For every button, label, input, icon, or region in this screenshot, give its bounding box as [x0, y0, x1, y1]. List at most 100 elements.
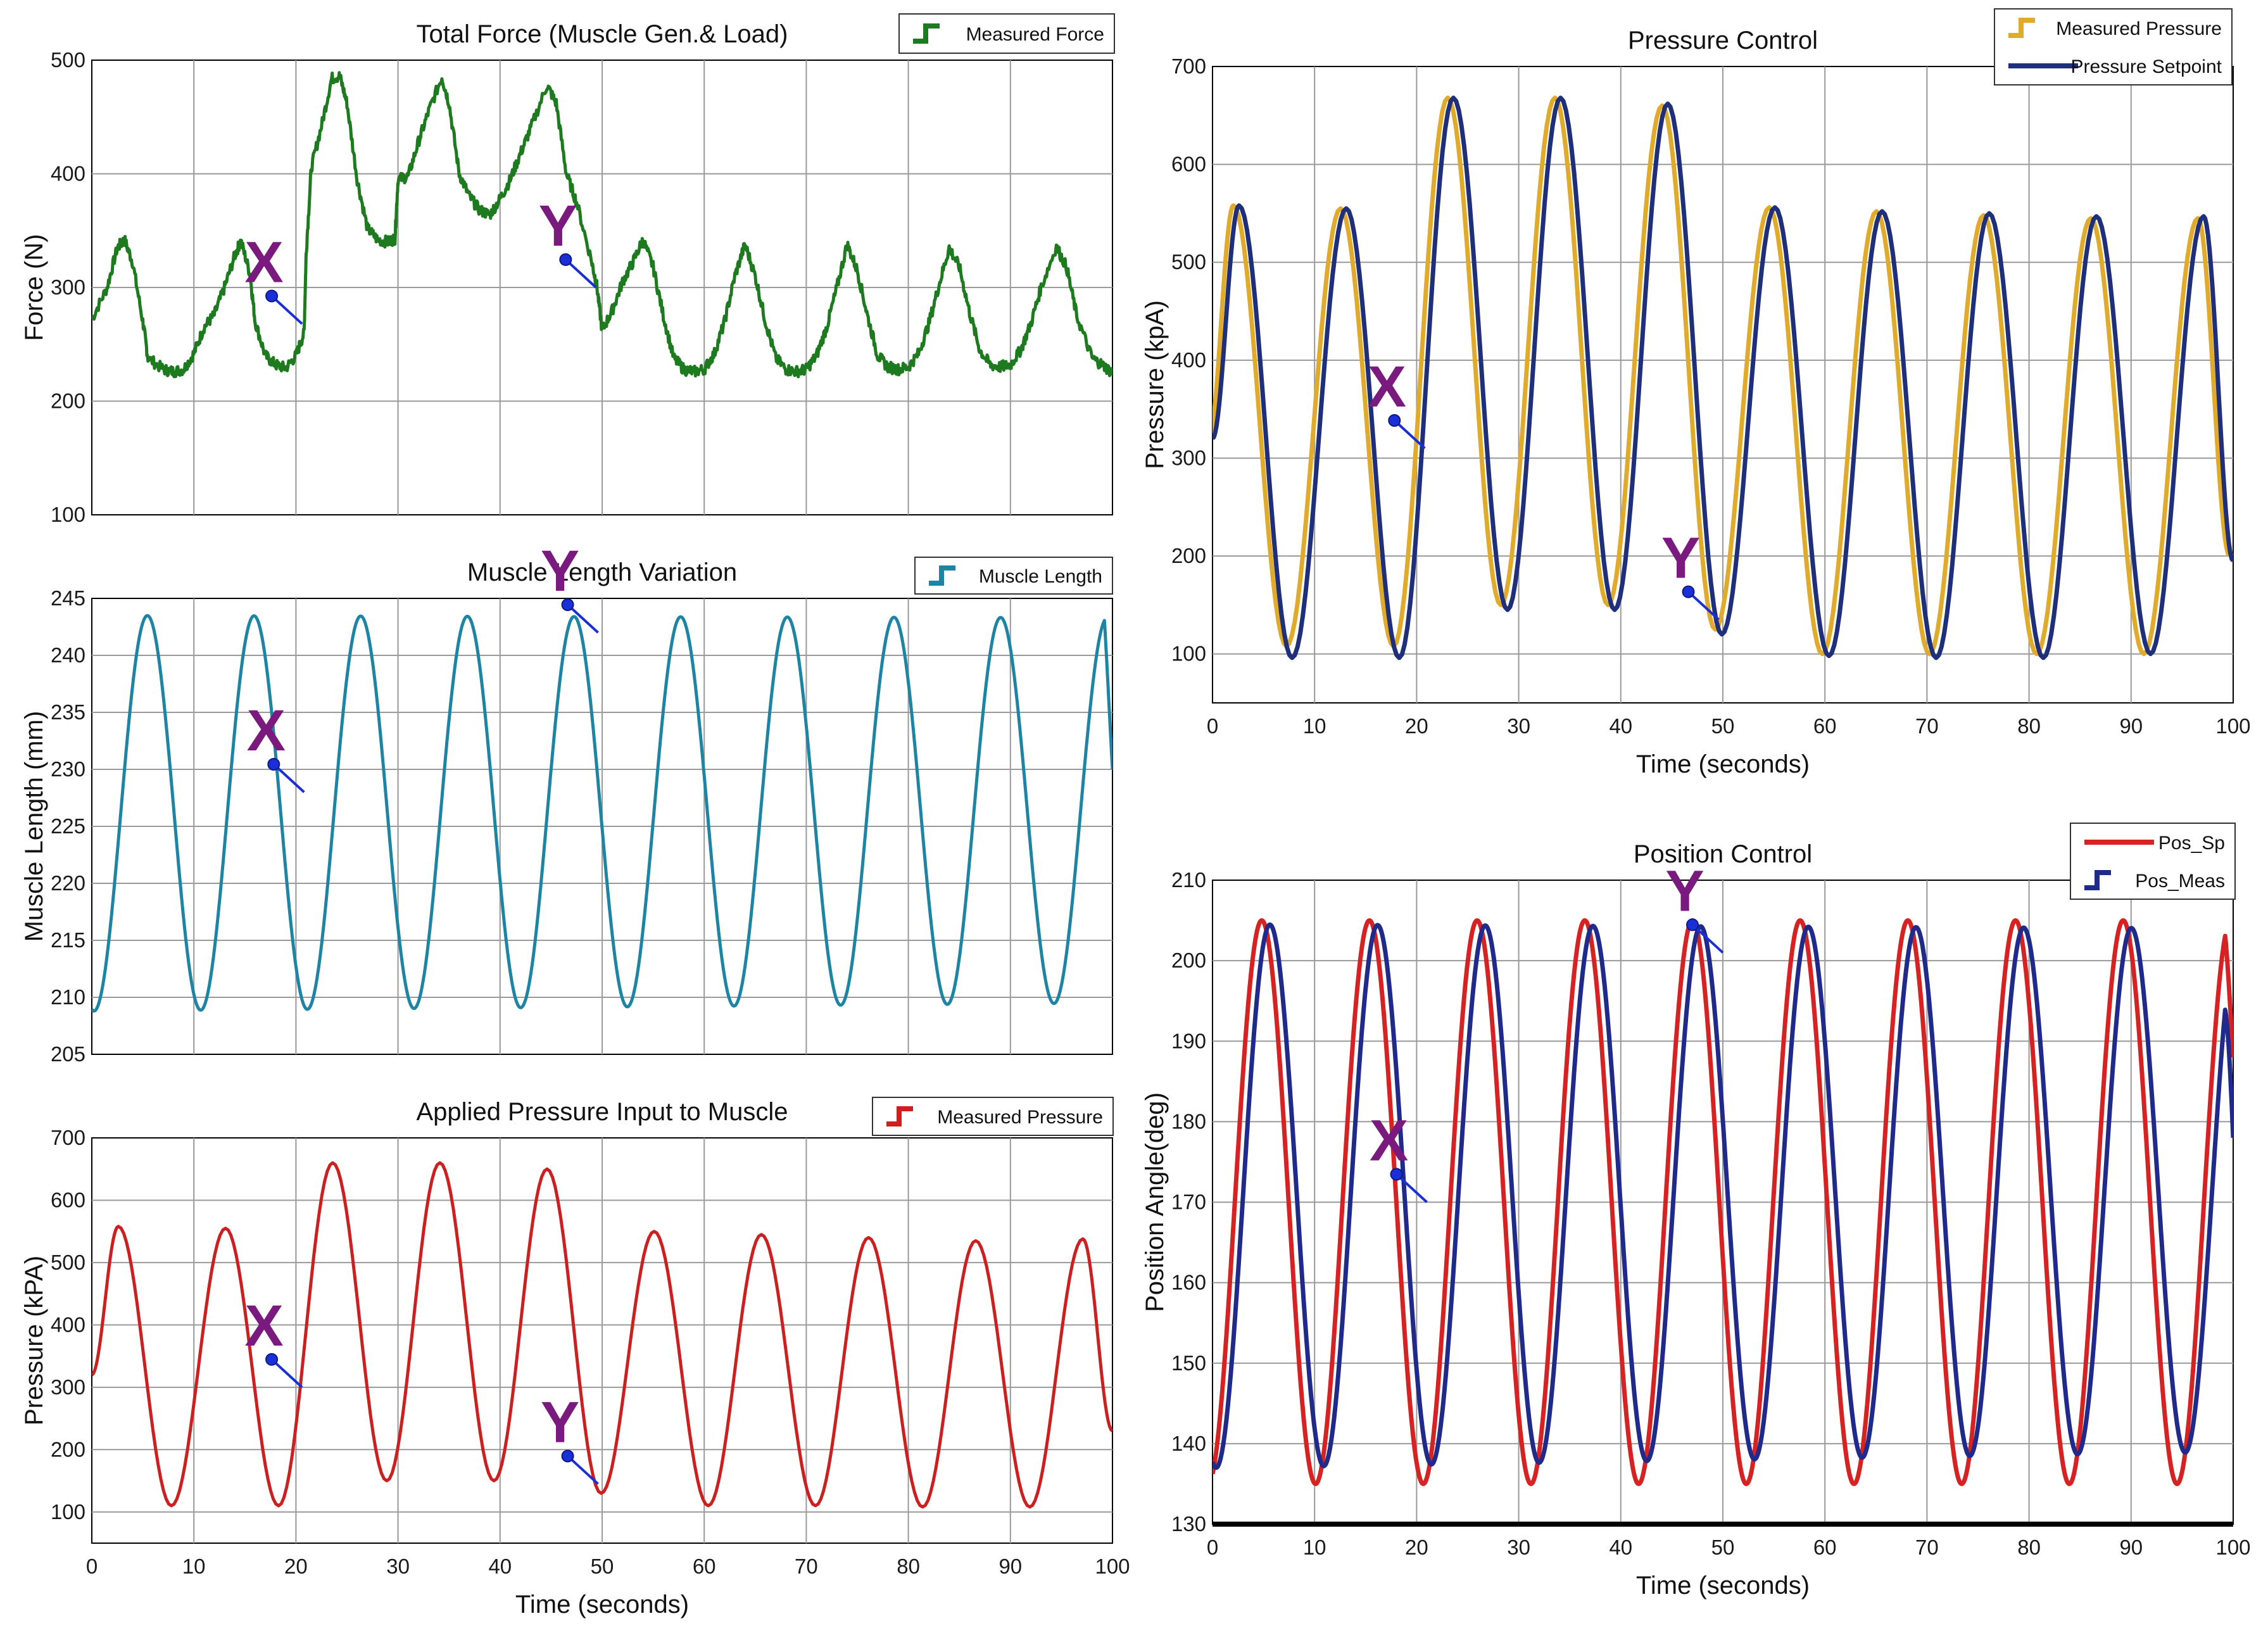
y-tick-label: 200 — [1171, 949, 1206, 972]
x-tick-label: 40 — [488, 1555, 512, 1578]
series-line-measured-pressure — [1213, 96, 2233, 657]
series-line-pressure-setpoint — [1213, 96, 2233, 660]
y-tick-label: 100 — [1171, 642, 1206, 666]
y-tick-label: 210 — [1171, 868, 1206, 892]
y-tick-label: 400 — [1171, 348, 1206, 372]
annotation-leader — [1393, 419, 1426, 450]
y-tick-label: 100 — [51, 1500, 85, 1524]
y-tick-label: 600 — [51, 1188, 85, 1211]
annotation-dot — [1682, 585, 1695, 598]
legend: Measured Pressure — [872, 1097, 1114, 1136]
y-tick-label: 200 — [51, 1437, 85, 1461]
annotation-leader — [567, 1454, 599, 1485]
chart-pressure_input: 100 200 300 400 500 600 700 0 10 20 30 40 50 60 70 80 90… — [20, 1097, 1130, 1619]
x-tick-label: 10 — [1303, 714, 1326, 738]
x-tick-label: 0 — [1207, 1536, 1218, 1559]
annotation-label: X — [1368, 355, 1406, 419]
legend-box — [872, 1097, 1114, 1136]
annotation-y: Y — [541, 539, 599, 634]
series-line-muscle-length — [92, 614, 1112, 1013]
x-tick-label: 80 — [897, 1555, 920, 1578]
y-tick-label: 100 — [51, 503, 85, 526]
annotation-y: Y — [1661, 526, 1720, 621]
y-tick-label: 700 — [1171, 54, 1206, 78]
annotation-dot — [265, 289, 279, 303]
legend-label: Measured Force — [966, 24, 1104, 45]
legend: Measured Pressure Pressure Setpoint — [1994, 8, 2233, 85]
x-tick-label: 30 — [1507, 714, 1530, 738]
legend-label: Pos_Meas — [2135, 871, 2225, 892]
y-tick-label: 210 — [51, 985, 85, 1009]
annotation-label: X — [1370, 1109, 1408, 1173]
y-tick-label: 500 — [51, 48, 85, 72]
annotation-dot — [267, 758, 280, 771]
x-tick-label: 100 — [2215, 714, 2250, 738]
chart-title: Muscle Length Variation — [467, 558, 737, 586]
legend-label: Measured Pressure — [937, 1107, 1103, 1128]
annotation-leader — [1691, 923, 1724, 954]
y-axis-label: Position Angle(deg) — [1141, 1092, 1169, 1312]
y-tick-label: 300 — [51, 275, 85, 299]
annotation-label: Y — [1665, 859, 1704, 923]
y-axis-label: Muscle Length (mm) — [20, 711, 48, 942]
y-tick-label: 400 — [51, 1313, 85, 1336]
y-tick-label: 220 — [51, 871, 85, 895]
x-tick-label: 60 — [1813, 1536, 1837, 1559]
annotation-y: Y — [1665, 859, 1724, 954]
legend-label: Pressure Setpoint — [2071, 56, 2222, 77]
annotation-label: X — [247, 698, 286, 763]
series-line-pos-sp — [1213, 918, 2233, 1486]
y-tick-label: 300 — [51, 1375, 85, 1399]
y-tick-label: 140 — [1171, 1432, 1206, 1455]
chart-title: Total Force (Muscle Gen.& Load) — [417, 20, 788, 48]
x-tick-label: 90 — [2119, 714, 2143, 738]
chart-length: 205 210 215 220 225 230 235 240 245 Muscle Length… — [20, 539, 1113, 1066]
annotation-y: Y — [541, 1390, 599, 1485]
annotation-leader — [567, 603, 599, 634]
legend: Muscle Length — [914, 557, 1113, 595]
legend-swatch — [929, 565, 955, 586]
chart-title: Applied Pressure Input to Muscle — [417, 1098, 788, 1126]
annotation-label: Y — [1661, 526, 1700, 591]
annotation-label: Y — [539, 194, 577, 258]
annotation-label: Y — [541, 539, 579, 603]
x-tick-label: 40 — [1609, 714, 1632, 738]
y-tick-label: 240 — [51, 643, 85, 667]
annotation-leader — [270, 1358, 303, 1389]
x-tick-label: 90 — [2119, 1536, 2143, 1559]
x-tick-label: 30 — [1507, 1536, 1530, 1559]
annotation-dot — [265, 1353, 279, 1366]
annotation-leader — [1395, 1173, 1428, 1203]
x-tick-label: 50 — [1711, 714, 1735, 738]
series-line-measured-pressure — [92, 1161, 1112, 1509]
x-tick-label: 20 — [1405, 1536, 1428, 1559]
y-tick-label: 700 — [51, 1126, 85, 1149]
x-tick-label: 0 — [86, 1555, 98, 1578]
x-tick-label: 50 — [1711, 1536, 1735, 1559]
x-tick-label: 90 — [999, 1555, 1022, 1578]
x-tick-label: 10 — [182, 1555, 206, 1578]
x-tick-label: 10 — [1303, 1536, 1326, 1559]
legend-label: Pos_Sp — [2158, 833, 2225, 854]
legend: Measured Force — [898, 13, 1115, 54]
chart-force: 100 200 300 400 500 Total Force (Muscle Gen.&… — [20, 13, 1115, 526]
annotation-x: X — [1368, 355, 1426, 450]
y-tick-label: 180 — [1171, 1109, 1206, 1133]
annotation-x: X — [247, 698, 305, 793]
annotation-label: X — [244, 230, 283, 294]
y-tick-label: 205 — [51, 1042, 85, 1066]
annotation-dot — [1390, 1168, 1403, 1181]
annotation-y: Y — [539, 194, 597, 289]
x-axis-label: Time (seconds) — [515, 1591, 689, 1619]
x-tick-label: 30 — [386, 1555, 410, 1578]
annotation-label: X — [244, 1294, 283, 1358]
x-tick-label: 20 — [284, 1555, 308, 1578]
x-axis-label: Time (seconds) — [1636, 750, 1810, 778]
x-axis-label: Time (seconds) — [1636, 1572, 1810, 1600]
x-tick-label: 50 — [591, 1555, 614, 1578]
annotation-leader — [272, 763, 305, 793]
y-tick-label: 225 — [51, 814, 85, 838]
legend-swatch — [2084, 870, 2111, 890]
y-tick-label: 300 — [1171, 446, 1206, 469]
